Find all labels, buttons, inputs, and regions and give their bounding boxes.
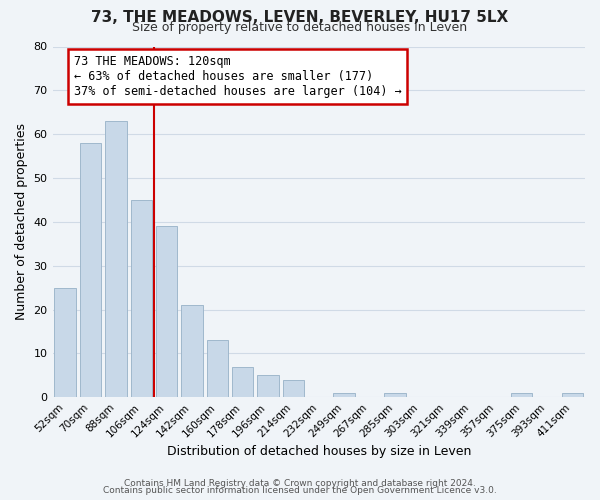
- Bar: [181, 305, 203, 397]
- Bar: [206, 340, 228, 397]
- Bar: [283, 380, 304, 397]
- Text: Size of property relative to detached houses in Leven: Size of property relative to detached ho…: [133, 21, 467, 34]
- Text: Contains HM Land Registry data © Crown copyright and database right 2024.: Contains HM Land Registry data © Crown c…: [124, 478, 476, 488]
- Bar: [511, 393, 532, 397]
- Bar: [232, 366, 253, 397]
- Bar: [334, 393, 355, 397]
- X-axis label: Distribution of detached houses by size in Leven: Distribution of detached houses by size …: [167, 444, 471, 458]
- Bar: [156, 226, 178, 397]
- Bar: [105, 121, 127, 397]
- Bar: [562, 393, 583, 397]
- Bar: [80, 143, 101, 397]
- Y-axis label: Number of detached properties: Number of detached properties: [15, 124, 28, 320]
- Text: 73, THE MEADOWS, LEVEN, BEVERLEY, HU17 5LX: 73, THE MEADOWS, LEVEN, BEVERLEY, HU17 5…: [91, 10, 509, 25]
- Bar: [131, 200, 152, 397]
- Bar: [55, 288, 76, 397]
- Bar: [384, 393, 406, 397]
- Text: Contains public sector information licensed under the Open Government Licence v3: Contains public sector information licen…: [103, 486, 497, 495]
- Text: 73 THE MEADOWS: 120sqm
← 63% of detached houses are smaller (177)
37% of semi-de: 73 THE MEADOWS: 120sqm ← 63% of detached…: [74, 56, 401, 98]
- Bar: [257, 376, 279, 397]
